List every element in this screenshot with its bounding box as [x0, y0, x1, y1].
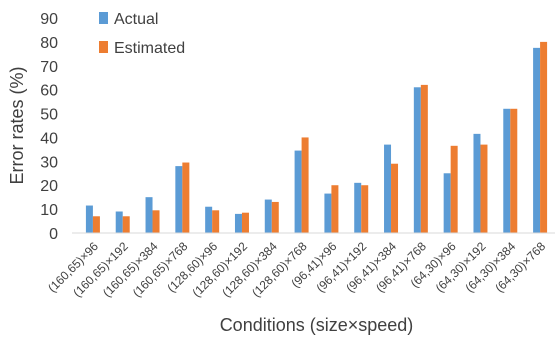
bar-actual — [85, 205, 93, 233]
bar-estimated — [182, 162, 190, 233]
legend-label-estimated: Estimated — [114, 40, 185, 57]
y-tick-label: 20 — [40, 178, 58, 195]
bar-estimated — [92, 216, 100, 233]
bar-actual — [294, 150, 302, 233]
bar-estimated — [241, 212, 249, 233]
bar-estimated — [391, 163, 399, 233]
bar-actual — [234, 213, 242, 233]
bar-estimated — [122, 216, 130, 233]
bar-estimated — [331, 185, 339, 233]
legend: Actual Estimated — [99, 11, 185, 57]
bar-actual — [533, 47, 541, 233]
bar-actual — [354, 182, 362, 233]
y-tick-label: 0 — [49, 226, 58, 243]
legend-swatch-estimated — [99, 41, 108, 53]
bar-actual — [384, 144, 392, 233]
x-axis-ticks: (160,65)×96(160,65)×192(160,65)×384(160,… — [45, 239, 548, 300]
bar-actual — [115, 211, 123, 233]
bar-actual — [145, 197, 153, 233]
bar-estimated — [450, 145, 458, 233]
bar-estimated — [271, 201, 279, 233]
bar-actual — [413, 87, 421, 233]
bar-actual — [473, 133, 481, 233]
bar-estimated — [510, 108, 518, 233]
bar-actual — [503, 108, 511, 233]
bars — [85, 41, 548, 233]
y-axis-ticks: 0 10 20 30 40 50 60 70 80 90 — [40, 11, 58, 243]
bar-actual — [205, 206, 213, 233]
y-tick-label: 30 — [40, 154, 58, 171]
bar-actual — [443, 173, 451, 233]
bar-estimated — [420, 84, 428, 233]
legend-label-actual: Actual — [114, 11, 158, 28]
bar-estimated — [301, 137, 309, 233]
x-axis-title: Conditions (size×speed) — [220, 315, 414, 335]
bar-estimated — [480, 144, 488, 233]
bar-estimated — [212, 210, 220, 233]
y-tick-label: 80 — [40, 35, 58, 52]
y-axis-title: Error rates (%) — [7, 66, 27, 184]
bar-actual — [324, 193, 332, 233]
y-tick-label: 90 — [40, 11, 58, 28]
y-tick-label: 60 — [40, 83, 58, 100]
y-tick-label: 70 — [40, 59, 58, 76]
y-tick-label: 50 — [40, 107, 58, 124]
bar-actual — [175, 166, 183, 233]
y-tick-label: 40 — [40, 130, 58, 147]
y-tick-label: 10 — [40, 202, 58, 219]
bar-estimated — [540, 41, 548, 233]
legend-swatch-actual — [99, 12, 108, 24]
bar-estimated — [361, 185, 369, 233]
bar-actual — [264, 199, 272, 233]
bar-estimated — [152, 210, 160, 233]
